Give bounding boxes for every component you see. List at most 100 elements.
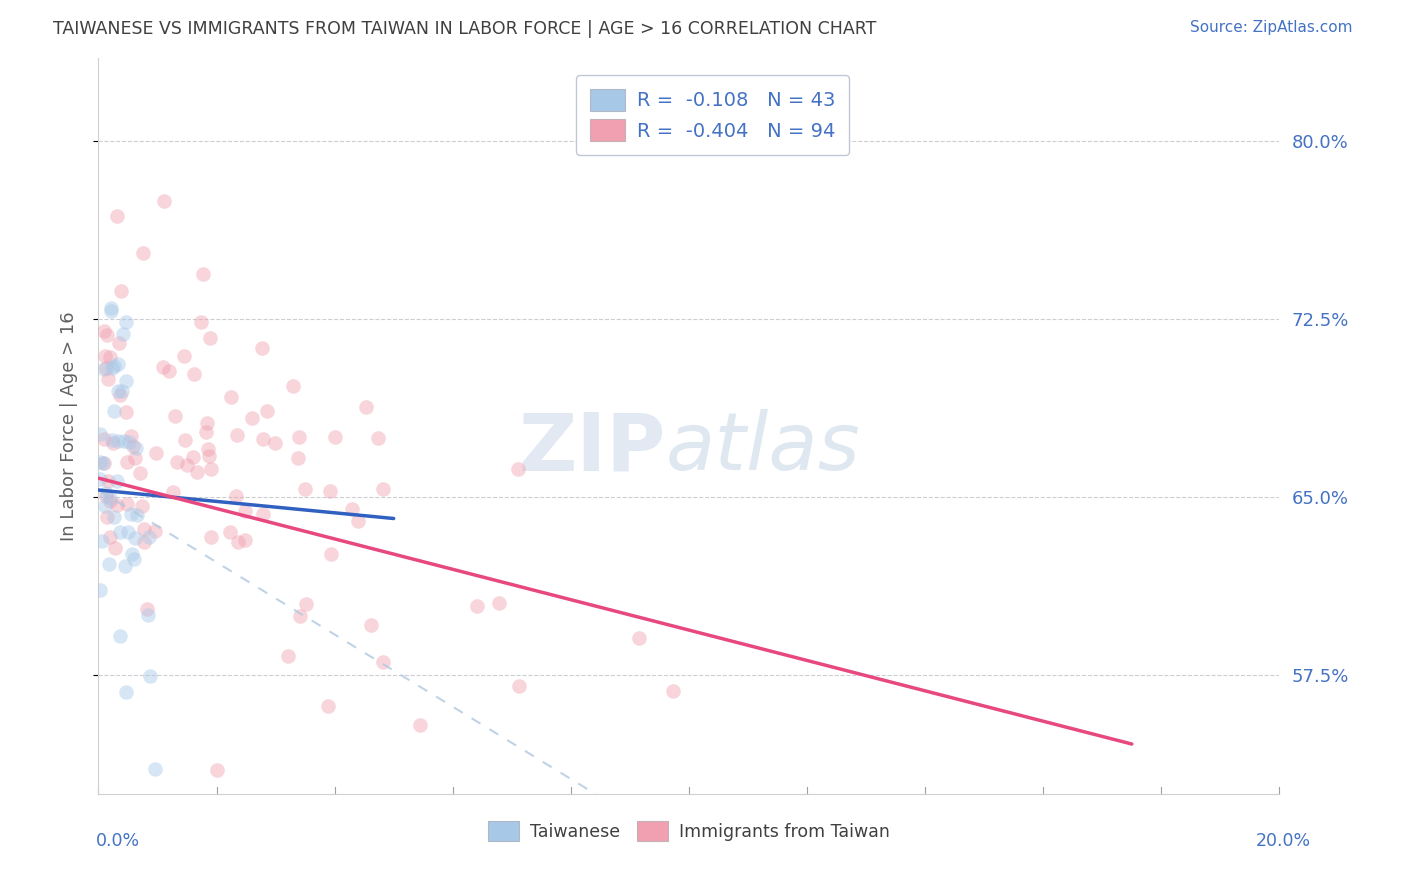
- Point: [506, 462, 529, 476]
- Point: [124, 451, 146, 466]
- Point: [153, 194, 176, 209]
- Point: [94, 489, 117, 503]
- Point: [342, 501, 364, 516]
- Point: [115, 405, 138, 419]
- Point: [252, 508, 274, 522]
- Point: [100, 304, 122, 318]
- Point: [93, 456, 115, 470]
- Point: [174, 433, 197, 447]
- Point: [103, 403, 125, 417]
- Point: [114, 559, 136, 574]
- Point: [112, 327, 135, 342]
- Point: [135, 601, 157, 615]
- Point: [173, 349, 195, 363]
- Point: [162, 484, 184, 499]
- Point: [94, 349, 117, 363]
- Point: [233, 533, 256, 547]
- Point: [256, 403, 278, 417]
- Point: [264, 435, 287, 450]
- Point: [145, 446, 167, 460]
- Y-axis label: In Labor Force | Age > 16: In Labor Force | Age > 16: [59, 311, 77, 541]
- Point: [125, 508, 148, 523]
- Point: [226, 428, 249, 442]
- Point: [318, 483, 340, 498]
- Point: [104, 541, 127, 556]
- Text: atlas: atlas: [665, 409, 860, 487]
- Point: [93, 361, 115, 376]
- Point: [226, 534, 249, 549]
- Point: [371, 655, 394, 669]
- Point: [200, 462, 222, 476]
- Point: [101, 361, 124, 376]
- Point: [108, 524, 131, 539]
- Point: [89, 455, 111, 469]
- Point: [190, 315, 212, 329]
- Point: [354, 401, 377, 415]
- Point: [94, 486, 117, 500]
- Point: [409, 718, 432, 732]
- Point: [138, 530, 160, 544]
- Point: [287, 450, 309, 465]
- Point: [98, 351, 121, 365]
- Point: [110, 284, 132, 298]
- Point: [323, 430, 346, 444]
- Point: [96, 509, 118, 524]
- Point: [122, 552, 145, 566]
- Point: [118, 435, 141, 450]
- Point: [283, 379, 305, 393]
- Point: [129, 466, 152, 480]
- Point: [115, 374, 138, 388]
- Point: [131, 499, 153, 513]
- Point: [252, 432, 274, 446]
- Point: [98, 530, 121, 544]
- Point: [114, 315, 136, 329]
- Point: [107, 434, 129, 448]
- Point: [508, 680, 530, 694]
- Point: [107, 335, 129, 350]
- Point: [662, 684, 685, 698]
- Point: [89, 472, 111, 486]
- Point: [319, 547, 342, 561]
- Point: [197, 442, 219, 456]
- Point: [101, 433, 124, 447]
- Point: [198, 449, 221, 463]
- Point: [93, 324, 115, 338]
- Legend: Taiwanese, Immigrants from Taiwan: Taiwanese, Immigrants from Taiwan: [481, 814, 897, 847]
- Point: [120, 507, 142, 521]
- Point: [132, 522, 155, 536]
- Point: [186, 465, 208, 479]
- Point: [98, 491, 121, 505]
- Point: [96, 327, 118, 342]
- Point: [200, 530, 222, 544]
- Point: [360, 617, 382, 632]
- Text: TAIWANESE VS IMMIGRANTS FROM TAIWAN IN LABOR FORCE | AGE > 16 CORRELATION CHART: TAIWANESE VS IMMIGRANTS FROM TAIWAN IN L…: [53, 20, 877, 37]
- Point: [294, 482, 316, 496]
- Text: ZIP: ZIP: [517, 409, 665, 487]
- Point: [121, 547, 143, 561]
- Point: [488, 596, 510, 610]
- Point: [290, 608, 312, 623]
- Point: [166, 455, 188, 469]
- Point: [240, 411, 263, 425]
- Text: 0.0%: 0.0%: [96, 831, 139, 849]
- Point: [143, 524, 166, 539]
- Point: [97, 474, 120, 488]
- Point: [93, 433, 115, 447]
- Point: [107, 384, 129, 398]
- Point: [198, 331, 221, 345]
- Point: [105, 209, 128, 223]
- Point: [219, 524, 242, 539]
- Point: [105, 474, 128, 488]
- Point: [157, 364, 180, 378]
- Point: [111, 384, 134, 398]
- Point: [163, 409, 186, 423]
- Point: [91, 457, 114, 471]
- Point: [105, 498, 128, 512]
- Point: [250, 341, 273, 355]
- Point: [108, 629, 131, 643]
- Point: [277, 648, 299, 663]
- Point: [136, 607, 159, 622]
- Point: [465, 599, 488, 613]
- Point: [233, 504, 256, 518]
- Point: [96, 360, 118, 375]
